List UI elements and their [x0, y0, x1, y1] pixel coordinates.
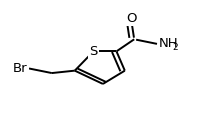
Text: O: O [126, 12, 136, 25]
Text: NH: NH [159, 37, 179, 50]
Text: S: S [89, 45, 98, 58]
Text: 2: 2 [172, 43, 178, 52]
Text: Br: Br [13, 62, 28, 75]
